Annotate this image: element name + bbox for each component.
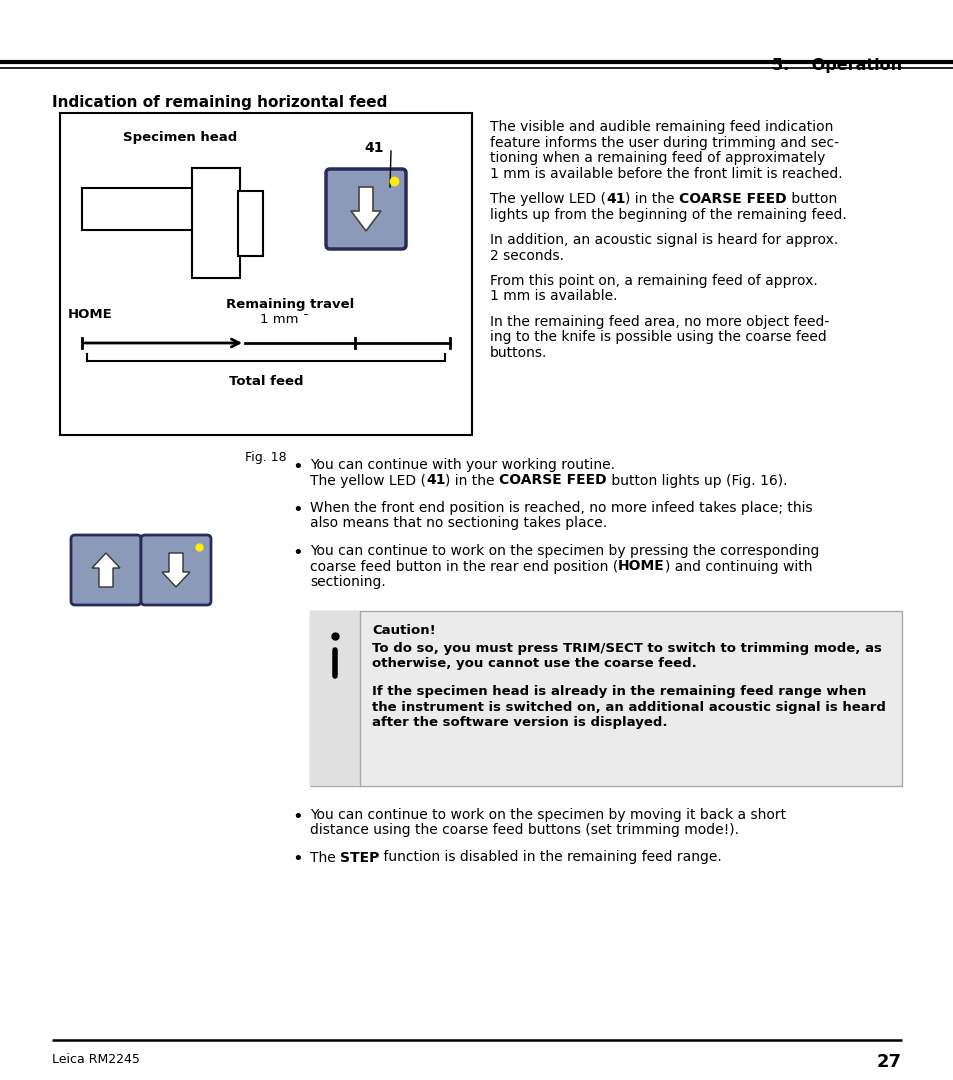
Text: function is disabled in the remaining feed range.: function is disabled in the remaining fe… <box>379 851 721 864</box>
Text: HOME: HOME <box>618 559 664 573</box>
Text: •: • <box>292 501 302 519</box>
Text: HOME: HOME <box>68 308 112 321</box>
Text: •: • <box>292 851 302 868</box>
Text: otherwise, you cannot use the coarse feed.: otherwise, you cannot use the coarse fee… <box>372 658 696 671</box>
Polygon shape <box>351 187 380 231</box>
Text: feature informs the user during trimming and sec-: feature informs the user during trimming… <box>490 135 838 149</box>
Text: ) in the: ) in the <box>445 473 498 487</box>
Text: If the specimen head is already in the remaining feed range when: If the specimen head is already in the r… <box>372 685 865 698</box>
Text: •: • <box>292 544 302 562</box>
FancyBboxPatch shape <box>141 535 211 605</box>
Bar <box>60 113 472 435</box>
Text: also means that no sectioning takes place.: also means that no sectioning takes plac… <box>310 516 606 530</box>
Text: 27: 27 <box>876 1053 901 1071</box>
Bar <box>237 191 263 256</box>
Text: 41: 41 <box>426 473 445 487</box>
Text: •: • <box>292 808 302 825</box>
Text: In the remaining feed area, no more object feed-: In the remaining feed area, no more obje… <box>490 315 828 329</box>
FancyBboxPatch shape <box>71 535 141 605</box>
Text: To do so, you must press TRIM/SECT to switch to trimming mode, as: To do so, you must press TRIM/SECT to sw… <box>372 642 881 654</box>
Text: Specimen head: Specimen head <box>123 131 237 144</box>
Text: 5.    Operation: 5. Operation <box>771 58 901 73</box>
Text: The: The <box>310 851 340 864</box>
Text: You can continue to work on the specimen by moving it back a short: You can continue to work on the specimen… <box>310 808 785 822</box>
Text: 41: 41 <box>605 192 625 206</box>
Bar <box>82 188 196 230</box>
Text: 2 seconds.: 2 seconds. <box>490 248 563 262</box>
Text: Remaining travel: Remaining travel <box>226 298 354 311</box>
Text: •: • <box>292 458 302 476</box>
Text: buttons.: buttons. <box>490 346 547 360</box>
Text: From this point on, a remaining feed of approx.: From this point on, a remaining feed of … <box>490 274 817 288</box>
Text: 1 mm is available.: 1 mm is available. <box>490 289 617 303</box>
Text: sectioning.: sectioning. <box>310 575 385 589</box>
Text: The yellow LED (: The yellow LED ( <box>310 473 426 487</box>
Text: 1 mm ¯: 1 mm ¯ <box>260 313 310 326</box>
Text: tioning when a remaining feed of approximately: tioning when a remaining feed of approxi… <box>490 151 824 165</box>
Text: 41: 41 <box>364 141 383 156</box>
FancyBboxPatch shape <box>326 168 406 249</box>
Text: Leica RM2245: Leica RM2245 <box>52 1053 140 1066</box>
Text: after the software version is displayed.: after the software version is displayed. <box>372 716 667 729</box>
Bar <box>192 168 240 278</box>
Text: button: button <box>786 192 837 206</box>
Text: distance using the coarse feed buttons (set trimming mode!).: distance using the coarse feed buttons (… <box>310 823 739 837</box>
Text: The yellow LED (: The yellow LED ( <box>490 192 605 206</box>
Text: the instrument is switched on, an additional acoustic signal is heard: the instrument is switched on, an additi… <box>372 701 885 714</box>
Text: coarse feed button in the rear end position (: coarse feed button in the rear end posit… <box>310 559 618 573</box>
Bar <box>310 610 901 785</box>
Polygon shape <box>91 553 120 588</box>
Text: You can continue to work on the specimen by pressing the corresponding: You can continue to work on the specimen… <box>310 544 819 558</box>
Text: In addition, an acoustic signal is heard for approx.: In addition, an acoustic signal is heard… <box>490 233 838 247</box>
Polygon shape <box>162 553 190 588</box>
Text: COARSE FEED: COARSE FEED <box>679 192 786 206</box>
Text: COARSE FEED: COARSE FEED <box>498 473 606 487</box>
Text: Total feed: Total feed <box>229 375 303 388</box>
Text: 1 mm is available before the front limit is reached.: 1 mm is available before the front limit… <box>490 166 841 180</box>
Text: ) in the: ) in the <box>625 192 679 206</box>
Text: The visible and audible remaining feed indication: The visible and audible remaining feed i… <box>490 120 833 134</box>
Text: When the front end position is reached, no more infeed takes place; this: When the front end position is reached, … <box>310 501 812 515</box>
Text: ing to the knife is possible using the coarse feed: ing to the knife is possible using the c… <box>490 330 826 345</box>
Text: button lights up (Fig. 16).: button lights up (Fig. 16). <box>606 473 786 487</box>
Text: You can continue with your working routine.: You can continue with your working routi… <box>310 458 615 472</box>
Text: lights up from the beginning of the remaining feed.: lights up from the beginning of the rema… <box>490 207 846 221</box>
Bar <box>310 610 359 785</box>
Text: STEP: STEP <box>340 851 379 864</box>
Text: ) and continuing with: ) and continuing with <box>664 559 812 573</box>
Text: Indication of remaining horizontal feed: Indication of remaining horizontal feed <box>52 95 387 110</box>
Text: Caution!: Caution! <box>372 624 436 637</box>
Text: Fig. 18: Fig. 18 <box>245 451 287 464</box>
